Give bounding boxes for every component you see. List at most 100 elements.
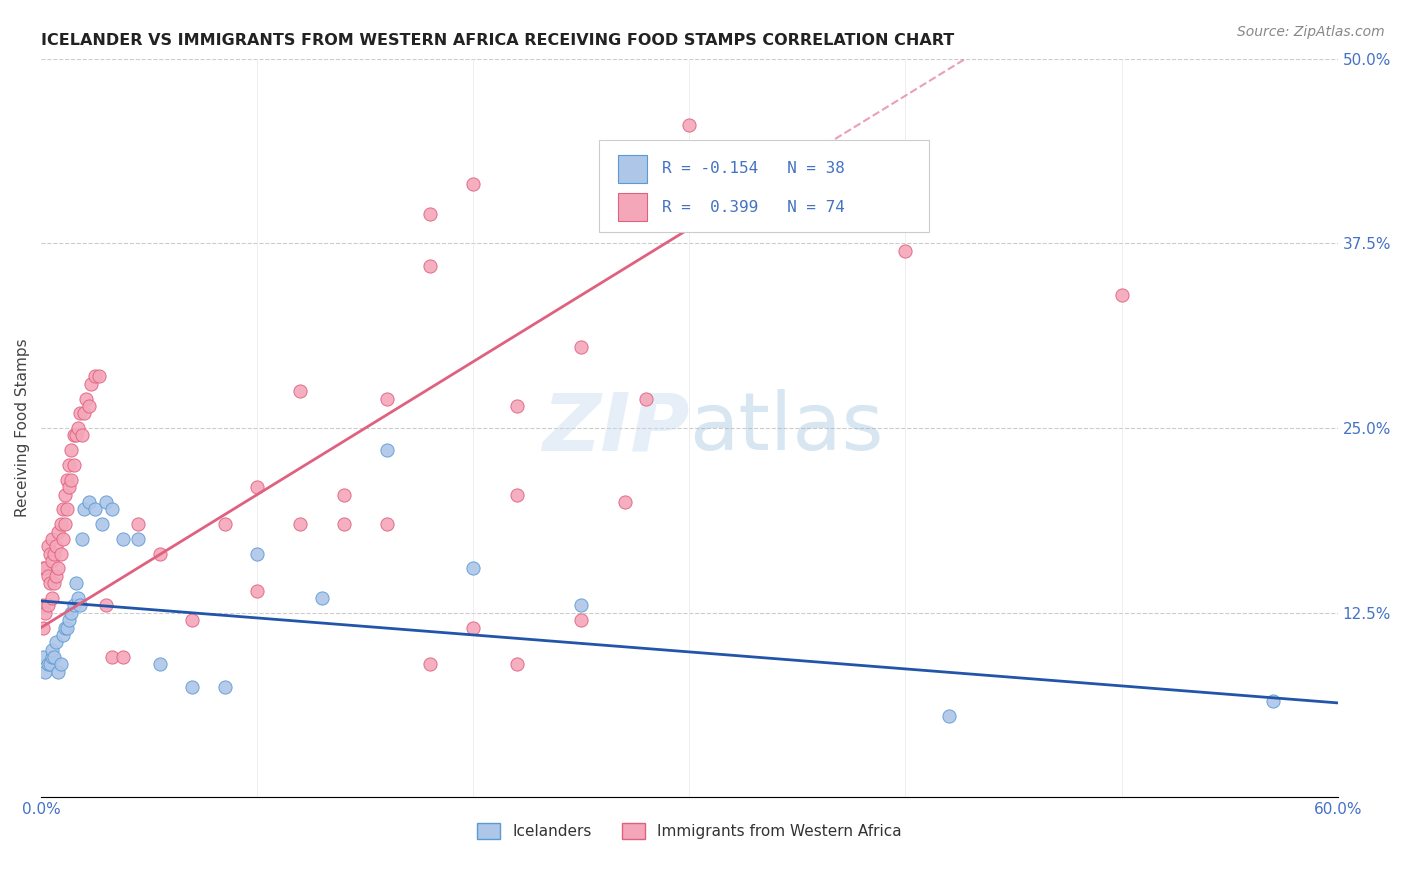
Point — [463, 178, 485, 192]
Text: atlas: atlas — [689, 389, 884, 467]
Point — [60, 606, 83, 620]
Text: Source: ZipAtlas.com: Source: ZipAtlas.com — [1237, 25, 1385, 39]
Point — [41, 554, 63, 568]
Point — [53, 621, 76, 635]
Point — [77, 495, 100, 509]
Y-axis label: Receiving Food Stamps: Receiving Food Stamps — [15, 339, 30, 517]
Point — [58, 480, 80, 494]
Text: ICELANDER VS IMMIGRANTS FROM WESTERN AFRICA RECEIVING FOOD STAMPS CORRELATION CH: ICELANDER VS IMMIGRANTS FROM WESTERN AFR… — [41, 33, 955, 48]
Point — [45, 635, 67, 649]
Point — [375, 443, 398, 458]
Point — [419, 259, 441, 273]
Point — [41, 591, 63, 605]
Point — [62, 458, 84, 472]
Point — [48, 665, 70, 679]
Point — [214, 680, 236, 694]
Point — [42, 547, 65, 561]
Point — [45, 539, 67, 553]
Point — [84, 369, 107, 384]
Point — [89, 369, 111, 384]
Text: ZIP: ZIP — [541, 389, 689, 467]
Point — [76, 392, 98, 406]
Point — [45, 569, 67, 583]
Point — [569, 613, 592, 627]
Point — [41, 642, 63, 657]
Point — [311, 591, 333, 605]
Point — [58, 613, 80, 627]
Point — [246, 583, 269, 598]
Point — [52, 628, 75, 642]
Point — [34, 665, 56, 679]
Point — [60, 473, 83, 487]
Point — [41, 650, 63, 665]
Point — [101, 502, 124, 516]
Point — [41, 532, 63, 546]
Point — [1261, 694, 1284, 708]
Point — [56, 502, 79, 516]
Point — [938, 709, 960, 723]
Point — [65, 428, 87, 442]
Point — [290, 517, 312, 532]
Point — [463, 621, 485, 635]
Point — [290, 384, 312, 399]
Point — [149, 547, 172, 561]
Point — [62, 428, 84, 442]
Point — [53, 517, 76, 532]
Point — [32, 621, 55, 635]
Point — [66, 421, 89, 435]
Point — [569, 340, 592, 354]
Point — [569, 599, 592, 613]
Point — [84, 502, 107, 516]
Point — [90, 517, 112, 532]
Point — [112, 532, 135, 546]
Point — [505, 399, 527, 413]
Point — [73, 502, 96, 516]
Point — [332, 487, 354, 501]
Point — [505, 487, 527, 501]
Point — [419, 207, 441, 221]
Point — [678, 118, 700, 132]
Point — [56, 621, 79, 635]
Point — [37, 599, 59, 613]
Point — [505, 657, 527, 672]
Point — [463, 561, 485, 575]
Point — [38, 657, 60, 672]
Point — [42, 650, 65, 665]
Point — [94, 495, 117, 509]
Legend: Icelanders, Immigrants from Western Africa: Icelanders, Immigrants from Western Afri… — [471, 817, 908, 846]
Text: R = -0.154   N = 38: R = -0.154 N = 38 — [662, 161, 845, 177]
Point — [52, 502, 75, 516]
Point — [375, 517, 398, 532]
FancyBboxPatch shape — [599, 140, 929, 232]
Point — [38, 547, 60, 561]
Point — [636, 392, 658, 406]
Point — [786, 214, 808, 228]
Point — [127, 532, 149, 546]
Point — [32, 599, 55, 613]
Point — [73, 406, 96, 420]
Point — [65, 576, 87, 591]
Point — [49, 517, 72, 532]
Point — [1111, 288, 1133, 302]
Text: R =  0.399   N = 74: R = 0.399 N = 74 — [662, 200, 845, 215]
Bar — [619, 155, 647, 183]
Point — [149, 657, 172, 672]
Point — [101, 650, 124, 665]
Point — [34, 606, 56, 620]
Point — [58, 458, 80, 472]
Point — [66, 591, 89, 605]
Point — [613, 495, 636, 509]
Point — [214, 517, 236, 532]
Point — [48, 524, 70, 539]
Point — [48, 561, 70, 575]
Point — [69, 599, 91, 613]
Point — [127, 517, 149, 532]
Point — [32, 650, 55, 665]
Point — [60, 443, 83, 458]
Point — [332, 517, 354, 532]
Point — [375, 392, 398, 406]
Point — [52, 532, 75, 546]
Point — [70, 428, 93, 442]
Point — [70, 532, 93, 546]
Point — [246, 547, 269, 561]
